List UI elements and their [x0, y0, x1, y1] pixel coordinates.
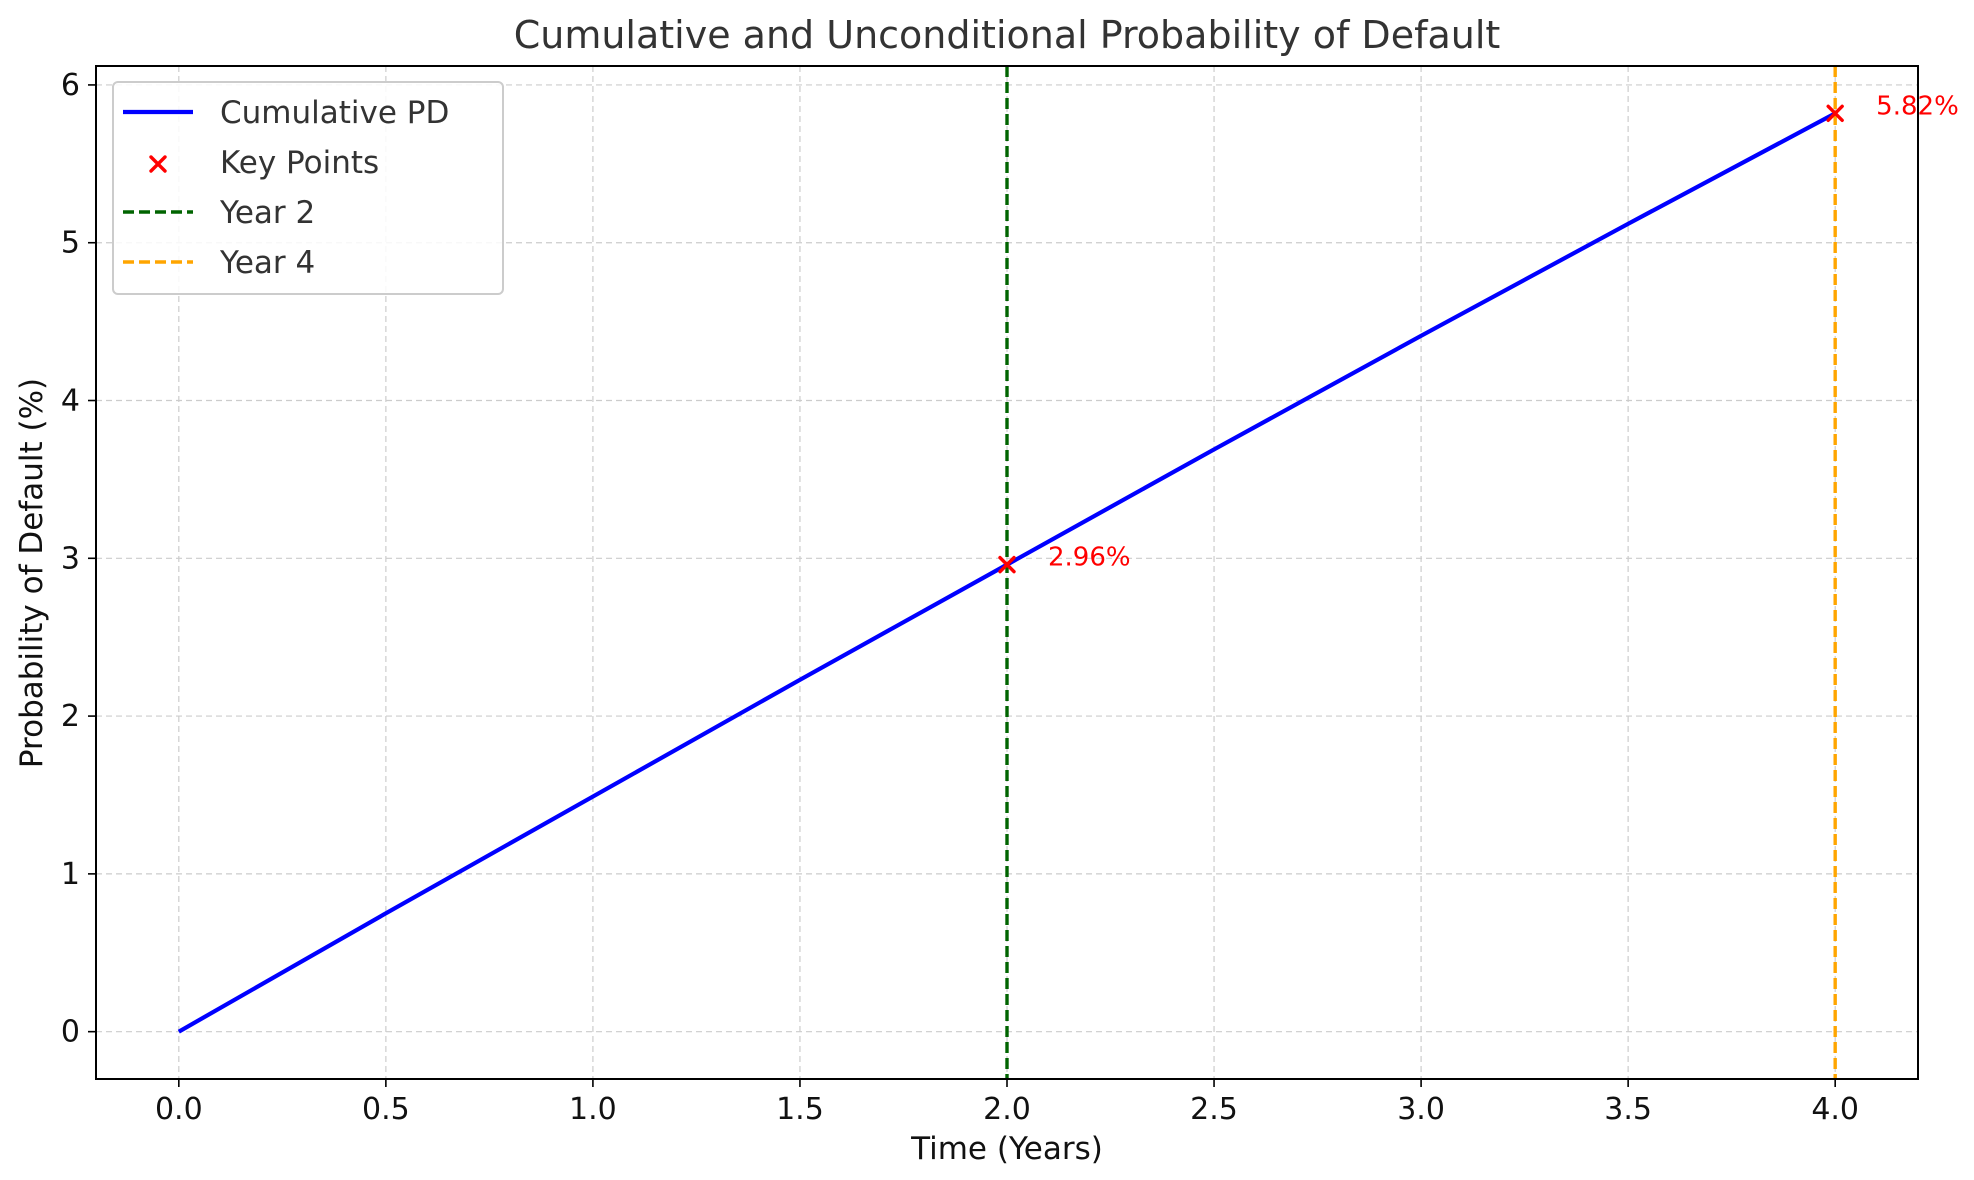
y-tick-label: 3 [61, 541, 80, 576]
chart-title: Cumulative and Unconditional Probability… [514, 13, 1501, 57]
key-point-marker [1826, 104, 1844, 123]
legend-swatch [149, 155, 167, 173]
x-tick-label: 1.0 [569, 1092, 617, 1127]
key-point-markers [998, 104, 1844, 574]
x-tick-label: 1.5 [776, 1092, 824, 1127]
legend-entry: Year 4 [123, 245, 315, 281]
y-axis-label: Probability of Default (%) [14, 378, 50, 768]
legend: Cumulative PD Key Points Year 2 Year 4 [112, 81, 504, 295]
x-tick-label: 0.5 [362, 1092, 410, 1127]
legend-entry: Key Points [149, 145, 379, 181]
x-tick-label: 3.0 [1397, 1092, 1445, 1127]
legend-label: Year 2 [219, 195, 315, 231]
legend-label: Key Points [220, 145, 379, 181]
legend-entry: Cumulative PD [123, 95, 449, 131]
x-tick-label: 2.0 [983, 1092, 1031, 1127]
y-tick-label: 0 [61, 1015, 80, 1050]
x-tick-label: 2.5 [1190, 1092, 1238, 1127]
legend-box [112, 81, 504, 295]
y-tick-label: 4 [61, 384, 80, 419]
point-annotation: 2.96% [1048, 543, 1131, 573]
reference-lines [1005, 66, 1837, 1079]
x-tick-label: 0.0 [155, 1092, 203, 1127]
y-axis-ticks: 0 1 2 3 4 5 6 [61, 68, 96, 1050]
x-tick-label: 3.5 [1604, 1092, 1652, 1127]
x-axis-label: Time (Years) [910, 1131, 1103, 1167]
x-tick-label: 4.0 [1811, 1092, 1859, 1127]
x-axis-ticks: 0.0 0.5 1.0 1.5 2.0 2.5 3.0 3.5 4.0 [155, 1079, 1859, 1127]
legend-entries: Cumulative PD Key Points Year 2 Year 4 [123, 95, 449, 281]
legend-label: Cumulative PD [220, 95, 449, 131]
y-tick-label: 6 [61, 68, 80, 103]
y-tick-label: 5 [61, 226, 80, 261]
annotations: 2.96%5.82% [1048, 91, 1959, 572]
y-tick-label: 1 [61, 857, 80, 892]
y-tick-label: 2 [61, 699, 80, 734]
key-point-marker [998, 555, 1016, 574]
legend-label: Year 4 [219, 245, 315, 281]
legend-entry: Year 2 [123, 195, 315, 231]
